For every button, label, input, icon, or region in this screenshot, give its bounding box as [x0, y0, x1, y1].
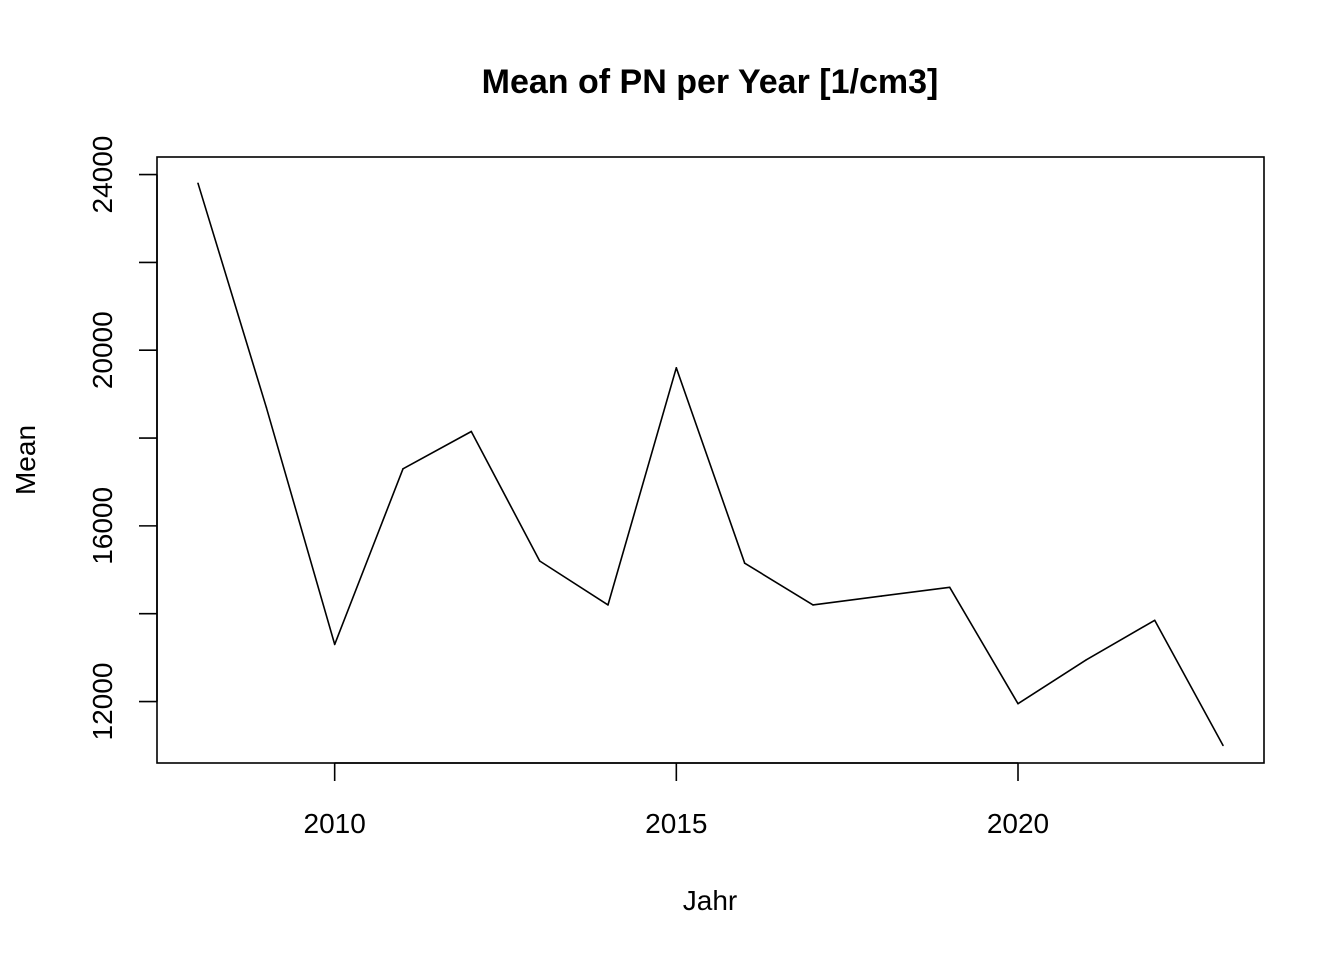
series-layer — [197, 182, 1224, 747]
data-point — [743, 562, 746, 564]
data-point — [470, 430, 473, 433]
data-point — [948, 586, 951, 589]
x-tick-label: 2020 — [987, 808, 1049, 839]
data-point — [880, 595, 883, 597]
data-point — [265, 406, 268, 409]
chart-title: Mean of PN per Year [1/cm3] — [482, 63, 939, 101]
data-point — [1085, 659, 1088, 661]
x-tick-label: 2015 — [645, 808, 707, 839]
data-point — [333, 643, 336, 646]
data-point — [607, 604, 609, 606]
data-point — [538, 560, 541, 562]
y-axis-label: Mean — [10, 425, 41, 495]
y-axis: 12000 16000 20000 24000 — [87, 136, 158, 741]
plot-frame — [156, 156, 1265, 764]
data-point — [197, 182, 199, 185]
x-axis-label: Jahr — [683, 885, 737, 916]
data-point — [812, 604, 814, 606]
data-point — [1153, 619, 1156, 622]
y-tick-label: 24000 — [87, 136, 118, 214]
data-point — [402, 467, 404, 470]
y-tick-label: 16000 — [87, 487, 118, 565]
series-line — [197, 183, 1224, 746]
data-point — [1222, 744, 1224, 747]
y-tick-label: 12000 — [87, 663, 118, 741]
y-tick-label: 20000 — [87, 311, 118, 389]
x-tick-label: 2010 — [304, 808, 366, 839]
x-axis: 2010 2015 2020 — [304, 762, 1049, 839]
data-point — [1017, 702, 1019, 705]
data-point — [675, 366, 678, 369]
